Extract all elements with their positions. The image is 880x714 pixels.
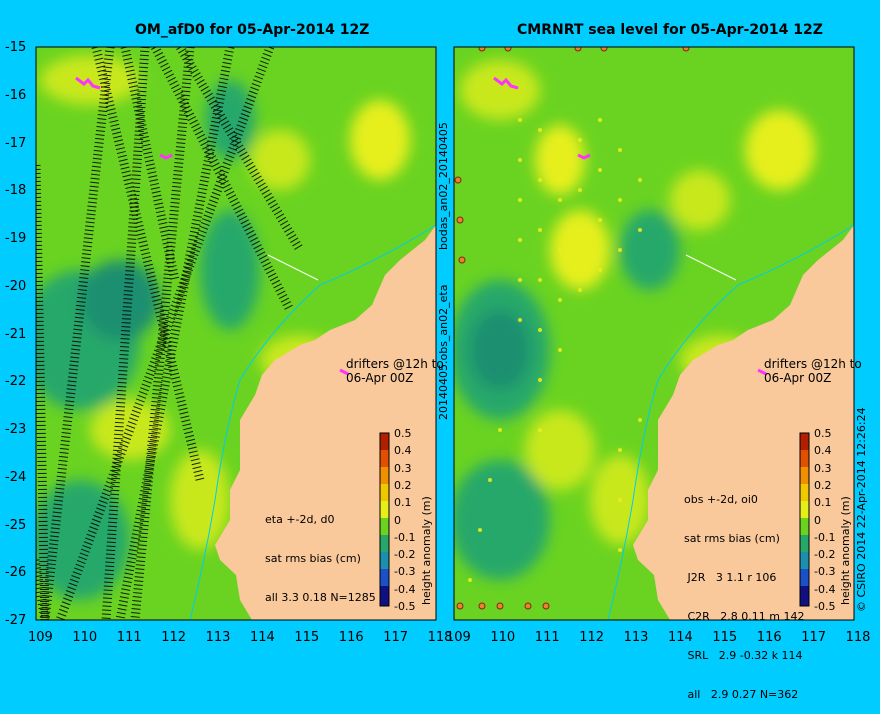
- left-drifters: [75, 76, 349, 376]
- right-colorbar-label: height anomaly (m): [839, 496, 852, 605]
- left-info-line: sat rms bias (cm): [265, 552, 361, 565]
- right-colorbar-tick: 0.1: [814, 496, 832, 510]
- right-isobath: [607, 224, 854, 620]
- right-land: [633, 225, 854, 620]
- lat-tick-label: -16: [5, 87, 27, 103]
- left-colorbar-tick: 0.2: [394, 478, 412, 492]
- right-colorbar-tick: 0: [814, 513, 821, 527]
- map-canvas: [35, 46, 855, 621]
- lat-tick-label: -18: [5, 183, 27, 199]
- drifter-label-line: drifters @12h to: [764, 357, 862, 371]
- drifter-label-line: drifters @12h to: [346, 357, 444, 371]
- right-lon-tick-label: 118: [845, 630, 871, 645]
- right-map: [454, 47, 854, 620]
- right-lon-tick-label: 109: [446, 630, 471, 645]
- right-colorbar-tick: 0.2: [814, 478, 832, 492]
- left-colorbar-tick: -0.4: [394, 582, 416, 596]
- drifter-label-line: 06-Apr 00Z: [346, 371, 414, 385]
- lat-tick-label: -23: [5, 422, 27, 437]
- right-lon-tick-label: 114: [668, 630, 693, 645]
- right-colorbar-tick: -0.5: [814, 600, 836, 613]
- left-colorbar: [379, 432, 390, 607]
- left-colorbar-tick: 0.5: [394, 427, 412, 440]
- left-colorbar-label: height anomaly (m): [420, 496, 433, 605]
- left-info-box: eta +-2d, d0 sat rms bias (cm) all 3.3 0…: [265, 487, 376, 617]
- right-colorbar-tick: -0.4: [814, 582, 836, 596]
- lat-tick-label: -15: [5, 40, 27, 55]
- drifter-label-line: 06-Apr 00Z: [764, 371, 832, 385]
- right-drifters: [493, 76, 767, 376]
- right-lon-tick-label: 111: [534, 630, 560, 645]
- right-lon-tick-label: 117: [801, 630, 827, 645]
- left-info-line: eta +-2d, d0: [265, 513, 335, 526]
- left-colorbar-tick: 0.4: [394, 444, 412, 458]
- right-title: CMRNRT sea level for 05-Apr-2014 12Z: [517, 22, 823, 38]
- left-lon-tick-label: 117: [383, 630, 409, 645]
- right-colorbar-tick: 0.4: [814, 444, 832, 458]
- lat-tick-label: -24: [5, 469, 27, 485]
- left-lon-tick-label: 109: [28, 630, 53, 645]
- left-colorbar-tick: 0: [394, 513, 401, 527]
- left-drifter-label: drifters @12h to 06-Apr 00Z: [346, 357, 444, 385]
- right-obs-dots: [468, 118, 642, 582]
- right-colorbar-tick: -0.3: [814, 565, 836, 579]
- right-info-line: sat rms bias (cm): [684, 532, 780, 545]
- lat-tick-label: -19: [5, 231, 27, 246]
- left-map: [36, 47, 436, 620]
- right-colorbar: [799, 432, 810, 607]
- right-info-line: J2R 3 1.1 r 106: [684, 571, 777, 584]
- left-colorbar-tick: -0.2: [394, 548, 416, 562]
- bodas-file-label: bodas_an02_20140405: [437, 122, 450, 250]
- left-lon-tick-label: 115: [294, 630, 320, 645]
- right-info-line: obs +-2d, oi0: [684, 493, 758, 506]
- right-colorbar-tick: -0.2: [814, 548, 836, 562]
- lat-tick-label: -27: [5, 613, 27, 628]
- left-info-line: all 3.3 0.18 N=1285: [265, 591, 376, 604]
- left-colorbar-tick: -0.3: [394, 565, 416, 579]
- right-colorbar-tick: 0.5: [814, 427, 832, 440]
- right-info-line: C2R 2.8 0.11 m 142: [684, 610, 805, 623]
- right-lon-tick-label: 113: [623, 630, 649, 645]
- right-info-line: all 2.9 0.27 N=362: [684, 688, 799, 701]
- lat-tick-label: -25: [5, 517, 27, 533]
- left-colorbar-tick: -0.5: [394, 600, 416, 613]
- lat-tick-label: -22: [5, 374, 27, 390]
- right-anomaly-field: [454, 60, 815, 580]
- left-title: OM_afD0 for 05-Apr-2014 12Z: [135, 22, 370, 38]
- right-lon-tick-label: 116: [756, 630, 782, 645]
- left-lon-tick-label: 112: [161, 630, 187, 645]
- left-lon-tick-label: 114: [250, 630, 275, 645]
- left-colorbar-tick: -0.1: [394, 530, 416, 544]
- lat-tick-label: -26: [5, 565, 27, 581]
- lat-tick-label: -21: [5, 326, 27, 342]
- right-lon-tick-label: 110: [490, 630, 516, 645]
- right-drifter-label: drifters @12h to 06-Apr 00Z: [764, 357, 862, 385]
- left-colorbar-tick: 0.1: [394, 496, 412, 510]
- left-lon-tick-label: 111: [116, 630, 142, 645]
- credit-text: © CSIRO 2014 22-Apr-2014 12:26:24: [855, 407, 868, 612]
- left-isobath: [189, 224, 436, 620]
- left-tracks: [36, 47, 304, 620]
- left-lon-tick-label: 116: [338, 630, 364, 645]
- right-edge-markers: [454, 47, 690, 610]
- right-info-box: obs +-2d, oi0 sat rms bias (cm) J2R 3 1.…: [684, 467, 805, 714]
- right-colorbar-tick: 0.3: [814, 461, 832, 475]
- right-lon-tick-label: 115: [712, 630, 738, 645]
- lat-tick-label: -17: [5, 135, 27, 151]
- left-lon-tick-label: 110: [72, 630, 98, 645]
- obs-file-label: 20140405.obs_an02_eta: [437, 284, 450, 420]
- left-lon-tick-label: 118: [427, 630, 453, 645]
- left-colorbar-tick: 0.3: [394, 461, 412, 475]
- left-lon-tick-label: 113: [205, 630, 231, 645]
- right-lon-tick-label: 112: [579, 630, 605, 645]
- lat-tick-label: -20: [5, 278, 27, 294]
- right-info-line: SRL 2.9 -0.32 k 114: [684, 649, 803, 662]
- right-colorbar-tick: -0.1: [814, 530, 836, 544]
